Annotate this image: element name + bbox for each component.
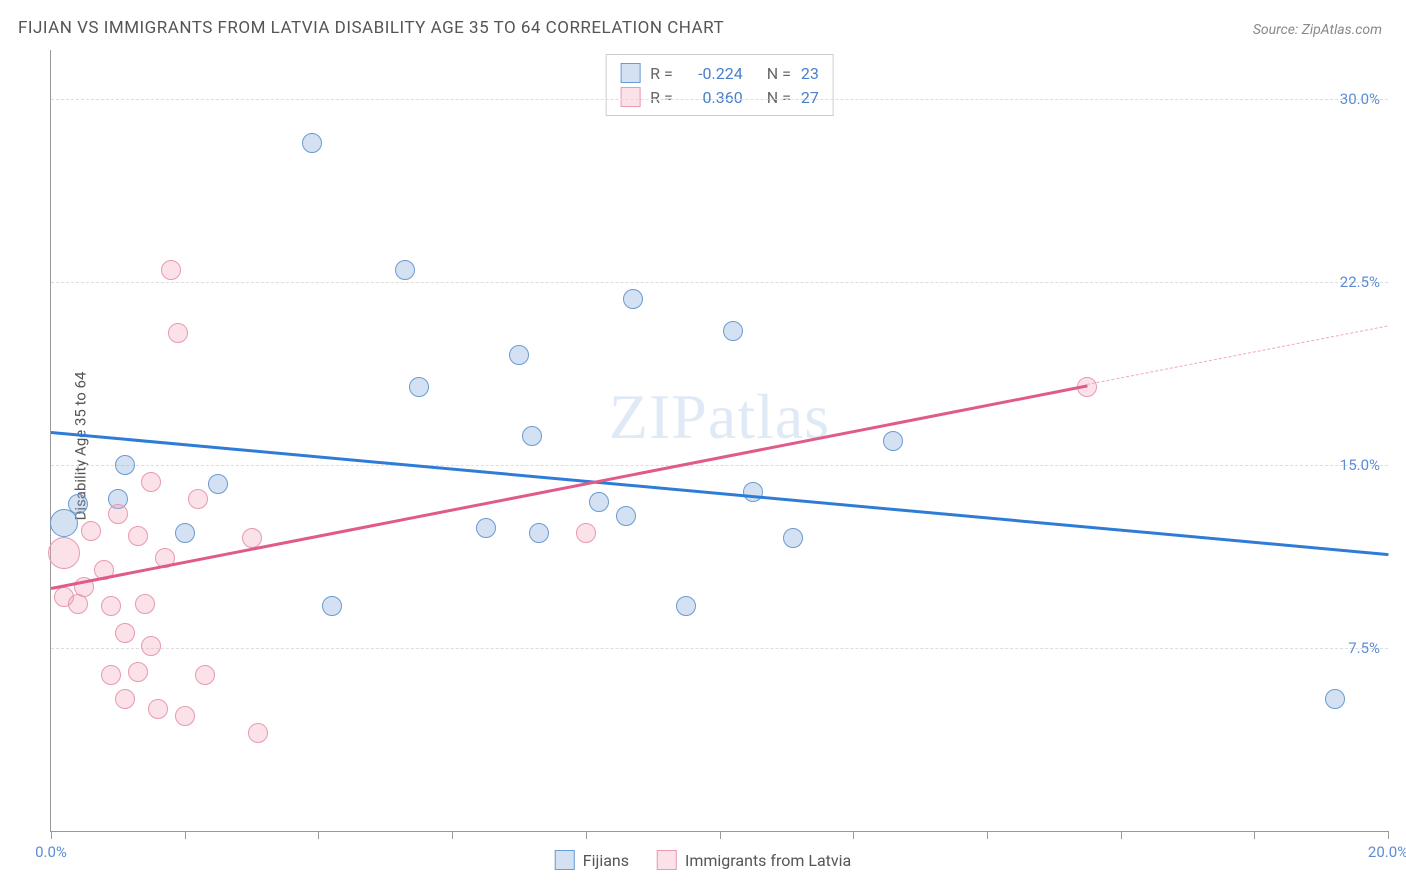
data-point [676,596,696,616]
data-point [81,521,101,541]
chart-title: FIJIAN VS IMMIGRANTS FROM LATVIA DISABIL… [18,18,724,38]
data-point [68,594,88,614]
x-tick [51,831,52,839]
data-point [50,509,78,537]
y-tick-label: 30.0% [1340,90,1380,108]
data-point [128,662,148,682]
trendline-extrapolated [1087,326,1388,386]
data-point [616,506,636,526]
data-point [589,492,609,512]
stats-legend: R = -0.224 N = 23 R = 0.360 N = 27 [605,54,834,116]
x-tick [720,831,721,839]
data-point [476,518,496,538]
data-point [108,504,128,524]
data-point [242,528,262,548]
data-point [576,523,596,543]
data-point [175,523,195,543]
data-point [723,321,743,341]
gridline [51,99,1388,100]
data-point [195,665,215,685]
data-point [208,474,228,494]
legend-label-fijians: Fijians [583,851,629,870]
data-point [101,596,121,616]
data-point [48,537,80,569]
r-value-fijians: -0.224 [683,64,743,83]
swatch-blue [620,63,640,83]
data-point [529,523,549,543]
swatch-pink [657,850,677,870]
stats-row-fijians: R = -0.224 N = 23 [620,61,819,85]
data-point [783,528,803,548]
gridline [51,465,1388,466]
data-point [883,431,903,451]
r-value-latvia: 0.360 [683,88,743,107]
x-tick-label: 0.0% [35,843,67,861]
x-tick [853,831,854,839]
data-point [115,455,135,475]
x-tick [1121,831,1122,839]
x-tick [987,831,988,839]
data-point [322,596,342,616]
data-point [161,260,181,280]
data-point [302,133,322,153]
x-tick [1388,831,1389,839]
data-point [743,482,763,502]
data-point [409,377,429,397]
trendline [51,384,1088,589]
n-value-fijians: 23 [801,64,819,83]
r-label: R = [650,64,673,83]
data-point [188,489,208,509]
data-point [623,289,643,309]
watermark-zip: ZIP [609,381,708,452]
legend-item-latvia: Immigrants from Latvia [657,850,851,870]
source-attribution: Source: ZipAtlas.com [1253,22,1382,38]
data-point [128,526,148,546]
data-point [248,723,268,743]
r-label: R = [650,88,673,107]
legend-item-fijians: Fijians [555,850,629,870]
x-tick-label: 20.0% [1368,843,1406,861]
legend-label-latvia: Immigrants from Latvia [685,851,851,870]
data-point [141,636,161,656]
x-tick [452,831,453,839]
x-tick [318,831,319,839]
stats-row-latvia: R = 0.360 N = 27 [620,85,819,109]
data-point [141,472,161,492]
swatch-blue [555,850,575,870]
gridline [51,648,1388,649]
source-name: ZipAtlas.com [1302,22,1382,38]
source-prefix: Source: [1253,22,1302,38]
x-tick [185,831,186,839]
n-value-latvia: 27 [801,88,819,107]
swatch-pink [620,87,640,107]
data-point [115,623,135,643]
plot-area: ZIPatlas R = -0.224 N = 23 R = 0.360 N =… [50,50,1388,832]
x-tick [1254,831,1255,839]
x-tick [586,831,587,839]
data-point [522,426,542,446]
y-tick-label: 7.5% [1348,639,1380,657]
data-point [395,260,415,280]
gridline [51,282,1388,283]
data-point [101,665,121,685]
data-point [168,323,188,343]
data-point [1325,689,1345,709]
n-label: N = [767,64,791,83]
watermark-atlas: atlas [708,381,830,452]
correlation-chart: FIJIAN VS IMMIGRANTS FROM LATVIA DISABIL… [0,0,1406,892]
n-label: N = [767,88,791,107]
data-point [115,689,135,709]
data-point [148,699,168,719]
series-legend: Fijians Immigrants from Latvia [555,850,852,870]
y-tick-label: 22.5% [1340,273,1380,291]
data-point [135,594,155,614]
data-point [175,706,195,726]
data-point [509,345,529,365]
y-tick-label: 15.0% [1340,456,1380,474]
